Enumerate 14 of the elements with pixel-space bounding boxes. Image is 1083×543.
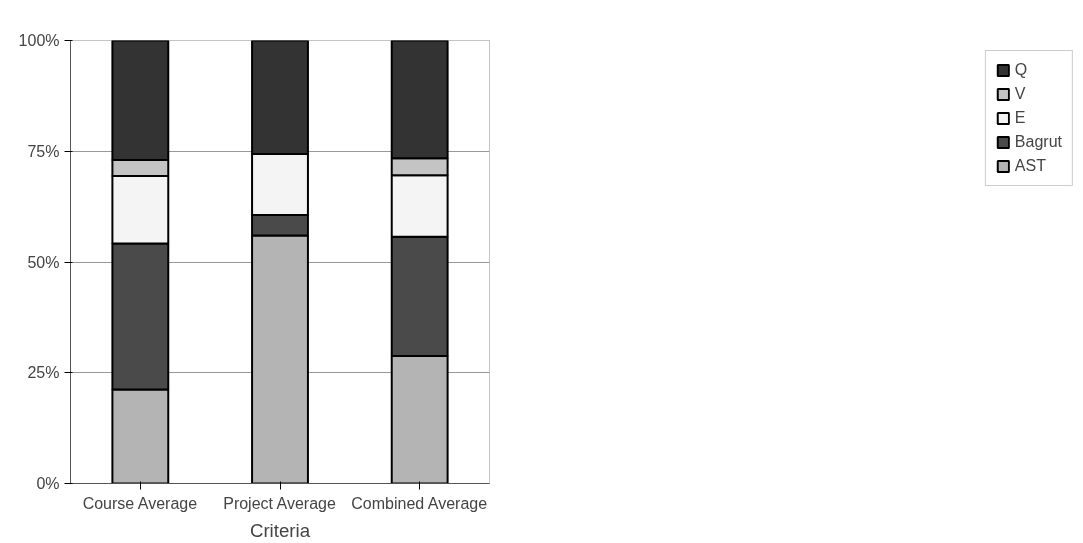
y-tick-label: 50% <box>27 253 60 271</box>
legend-label: AST <box>1014 157 1046 175</box>
y-tick-label: 25% <box>27 364 60 382</box>
legend-label: Q <box>1014 61 1029 79</box>
x-tick-label: Combined Average <box>351 494 488 512</box>
y-tick-label: 75% <box>27 142 60 160</box>
x-axis-title: Criteria <box>249 519 311 541</box>
legend-label: Bagrut <box>1014 133 1062 151</box>
legend-label: E <box>1014 109 1027 127</box>
y-tick-label: 100% <box>18 32 60 49</box>
x-tick-label: Project Average <box>223 494 336 512</box>
legend-label: V <box>1014 85 1027 103</box>
x-tick-label: Course Average <box>82 494 198 512</box>
y-tick-label: 0% <box>36 475 60 492</box>
